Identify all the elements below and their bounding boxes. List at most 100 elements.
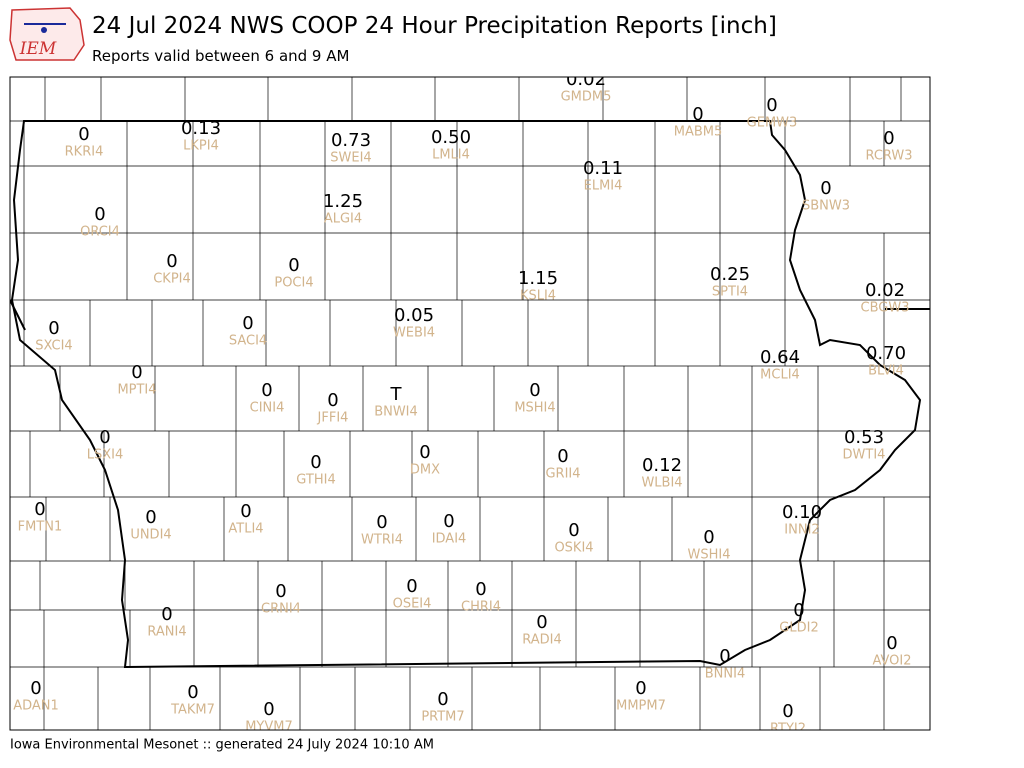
- station-value: 0.25: [710, 264, 750, 285]
- station-id: DMX: [410, 463, 440, 478]
- station-id: RKRI4: [65, 145, 104, 160]
- station-value: 0: [261, 380, 272, 401]
- station-id: LMLI4: [432, 148, 470, 163]
- station-id: MYVM7: [245, 720, 293, 735]
- station-value: 0: [78, 124, 89, 145]
- station-id: OSKI4: [554, 541, 593, 556]
- station-value: 0.13: [181, 118, 221, 139]
- station-id: GMDM5: [561, 90, 612, 105]
- station-value: 0: [766, 95, 777, 116]
- station-value: 0: [406, 576, 417, 597]
- station-value: 0: [443, 511, 454, 532]
- station-id: ADAN1: [13, 699, 59, 714]
- station-id: CBGW3: [861, 301, 910, 316]
- station-value: 0: [782, 701, 793, 722]
- station-value: 0.02: [865, 280, 905, 301]
- subtitle: Reports valid between 6 and 9 AM: [92, 47, 349, 65]
- station-value: 0.53: [844, 427, 884, 448]
- station-value: 0: [187, 682, 198, 703]
- station-id: CKPI4: [153, 272, 191, 287]
- station-id: SBNW3: [802, 199, 850, 214]
- station-id: WEBI4: [393, 326, 435, 341]
- station-id: INNI2: [784, 523, 819, 538]
- station-value: 0: [437, 689, 448, 710]
- station-value: 0: [166, 251, 177, 272]
- station-value: 0: [310, 452, 321, 473]
- station-value: 0: [557, 446, 568, 467]
- station-id: GEMW3: [747, 116, 798, 131]
- station-id: RADI4: [522, 633, 562, 648]
- station-value: 0: [529, 380, 540, 401]
- station-id: TAKM7: [170, 703, 215, 718]
- station-id: ELMI4: [584, 179, 623, 194]
- station-value: 0: [240, 501, 251, 522]
- station-id: IDAI4: [432, 532, 467, 547]
- station-id: AVOI2: [872, 654, 911, 669]
- logo: IEM: [9, 7, 85, 61]
- station-value: 0: [703, 527, 714, 548]
- footer: Iowa Environmental Mesonet :: generated …: [10, 738, 434, 753]
- station-id: MABM5: [674, 125, 723, 140]
- station-id: SPTI4: [712, 285, 748, 300]
- station-id: MPTI4: [117, 383, 156, 398]
- title: 24 Jul 2024 NWS COOP 24 Hour Precipitati…: [92, 13, 777, 39]
- station-id: RTYI2: [770, 722, 806, 737]
- station-id: WLBI4: [641, 476, 682, 491]
- station-value: 0: [275, 581, 286, 602]
- station-value: 0: [48, 318, 59, 339]
- station-value: 0.12: [642, 455, 682, 476]
- station-id: RANI4: [147, 625, 186, 640]
- station-value: 0: [99, 427, 110, 448]
- state-border: [10, 120, 922, 669]
- station-value: 0: [820, 178, 831, 199]
- station-value: T: [390, 384, 403, 405]
- station-id: SWEI4: [330, 151, 371, 166]
- station-value: 0: [568, 520, 579, 541]
- station-id: GTHI4: [296, 473, 335, 488]
- station-value: 0: [34, 499, 45, 520]
- station-id: WTRI4: [361, 533, 403, 548]
- station-value: 0.73: [331, 130, 371, 151]
- station-id: RCRW3: [865, 149, 912, 164]
- station-id: SACI4: [229, 334, 267, 349]
- station-id: OSEI4: [393, 597, 432, 612]
- station-value: 0: [475, 579, 486, 600]
- station-id: SXCI4: [35, 339, 72, 354]
- station-value: 0: [263, 699, 274, 720]
- station-id: MMPM7: [616, 699, 666, 714]
- station-value: 0: [94, 204, 105, 225]
- station-id: POCI4: [274, 276, 313, 291]
- state-border: [10, 299, 930, 331]
- station-value: 0: [536, 612, 547, 633]
- station-id: DWTI4: [843, 448, 886, 463]
- station-id: MCLI4: [760, 368, 800, 383]
- station-value: 0: [327, 390, 338, 411]
- station-value: 1.15: [518, 268, 558, 289]
- station-id: LSXI4: [87, 448, 124, 463]
- station-value: 0: [883, 128, 894, 149]
- station-value: 0: [793, 600, 804, 621]
- station-id: FMTN1: [18, 520, 63, 535]
- station-id: CRNI4: [261, 602, 301, 617]
- station-id: ALGI4: [324, 212, 362, 227]
- station-id: BLVI4: [868, 364, 904, 379]
- station-value: 0: [419, 442, 430, 463]
- station-value: 0.10: [782, 502, 822, 523]
- station-value: 0: [131, 362, 142, 383]
- station-id: JFFI4: [317, 411, 349, 426]
- station-value: 0: [288, 255, 299, 276]
- station-value: 1.25: [323, 191, 363, 212]
- station-id: ATLI4: [228, 522, 263, 537]
- station-value: 0.64: [760, 347, 800, 368]
- map-frame: [9, 76, 931, 731]
- station-value: 0.70: [866, 343, 906, 364]
- station-value: 0: [635, 678, 646, 699]
- station-value: 0: [376, 512, 387, 533]
- station-id: ORCI4: [80, 225, 120, 240]
- station-value: 0.02: [566, 69, 606, 90]
- station-value: 0.05: [394, 305, 434, 326]
- station-value: 0: [719, 646, 730, 667]
- station-value: 0: [145, 507, 156, 528]
- station-id: BNWI4: [374, 405, 418, 420]
